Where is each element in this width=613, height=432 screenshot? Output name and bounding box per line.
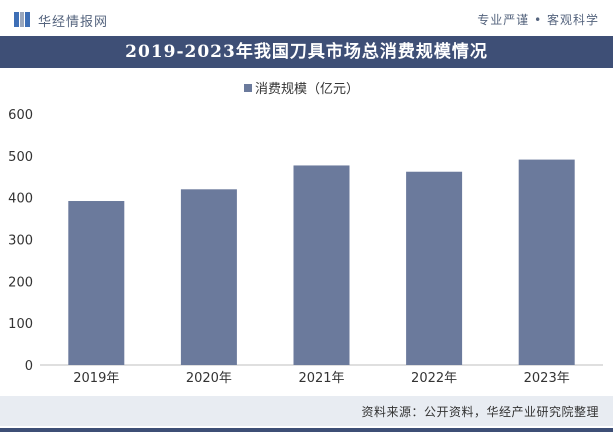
y-tick-label: 400 [8,192,33,207]
footer: 资料来源：公开资料，华经产业研究院整理 [0,396,613,426]
y-tick-label: 300 [8,234,33,249]
x-tick-label: 2021年 [298,371,344,386]
x-tick-label: 2019年 [73,371,119,386]
logo-text: 华经情报网 [38,15,109,30]
legend-label: 消费规模（亿元） [255,82,359,97]
chart-area: 消费规模（亿元） 0 100 200 300 400 500 600 2019年 2020年 202… [0,68,613,392]
bar [180,189,237,365]
bar [518,159,575,365]
bar [293,165,350,365]
bar [68,201,125,365]
bottom-rule [0,428,613,432]
y-tick-label: 100 [8,317,33,332]
bar [406,171,463,365]
tagline: 专业严谨 • 客观科学 [477,13,599,27]
x-tick-label: 2020年 [186,371,232,386]
chart-title: 2019-2023年我国刀具市场总消费规模情况 [0,36,613,68]
source-note: 资料来源：公开资料，华经产业研究院整理 [361,405,599,419]
logo-icon [14,12,30,27]
legend-swatch [244,84,252,92]
y-tick-label: 500 [8,150,33,165]
bar-chart: 消费规模（亿元） 0 100 200 300 400 500 600 2019年 2020年 202… [8,82,603,386]
x-tick-label: 2023年 [524,371,570,386]
y-tick-label: 200 [8,275,33,290]
y-tick-label: 600 [8,108,33,123]
header-bar: 华经情报网 专业严谨 • 客观科学 [0,0,613,36]
x-tick-label: 2022年 [411,371,457,386]
y-tick-label: 0 [25,359,33,374]
